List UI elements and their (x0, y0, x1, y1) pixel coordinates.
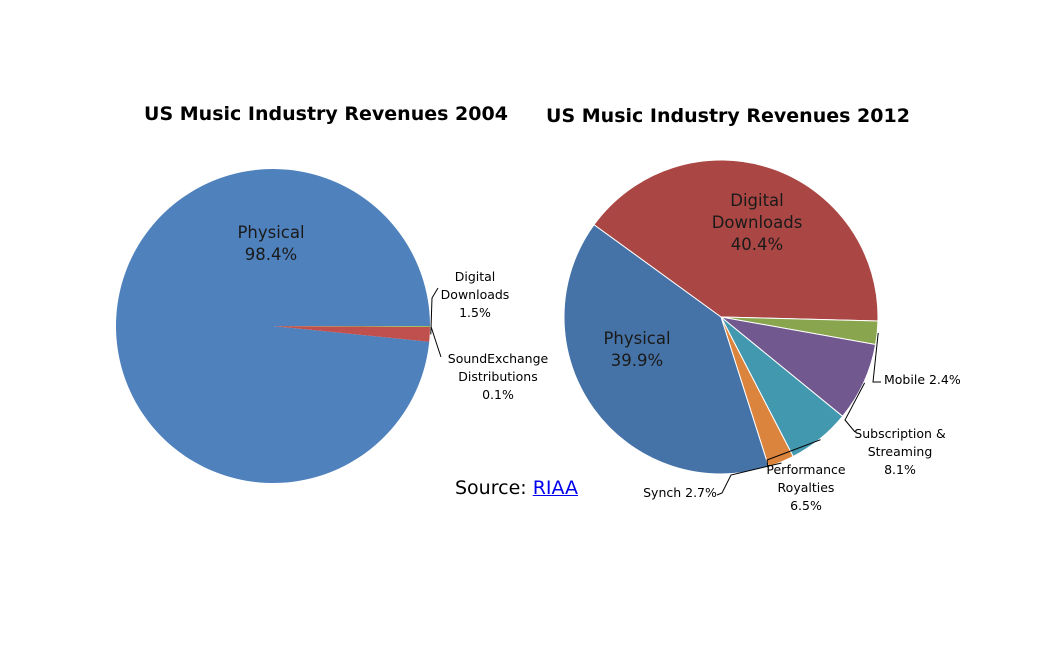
slice-physical (563, 224, 770, 475)
chart-title-2012: US Music Industry Revenues 2012 (546, 105, 910, 127)
leader-line-performance-royalties (766, 439, 821, 469)
source-note: Source: RIAA (455, 477, 578, 499)
slice-digital-downloads (273, 326, 430, 342)
leader-line-subscription-streaming (844, 382, 866, 433)
source-prefix: Source: (455, 477, 533, 499)
label-performance-royalties: Performance Royalties 6.5% (766, 462, 846, 513)
pie-chart-2004: Physical 98.4% Digital Downloads 1.5% SoundEx… (116, 169, 549, 484)
leader-line-synch (716, 462, 782, 496)
slice-soundexchange-distributions (273, 326, 431, 327)
label-physical: Physical 98.4% (237, 223, 304, 264)
leader-line-soundexchange-distributions (430, 326, 442, 358)
label-physical: Physical 39.9% (603, 329, 670, 370)
slice-physical (116, 169, 431, 484)
label-soundexchange-distributions: SoundExchange Distributions 0.1% (448, 351, 549, 402)
label-synch: Synch 2.7% (643, 485, 717, 500)
label-subscription-streaming: Subscription & Streaming 8.1% (854, 426, 946, 477)
leader-line-mobile (872, 332, 881, 383)
leader-line-digital-downloads (430, 287, 439, 335)
label-digital-downloads: Digital Downloads 40.4% (712, 191, 803, 254)
pie-chart-2012: Digital Downloads 40.4% Mobile 2.4% Subscrip… (563, 159, 961, 513)
label-mobile: Mobile 2.4% (884, 372, 961, 387)
label-digital-downloads: Digital Downloads 1.5% (441, 269, 510, 320)
slice-digital-downloads (593, 159, 879, 322)
riaa-link[interactable]: RIAA (532, 477, 579, 499)
chart-title-2004: US Music Industry Revenues 2004 (144, 103, 508, 125)
